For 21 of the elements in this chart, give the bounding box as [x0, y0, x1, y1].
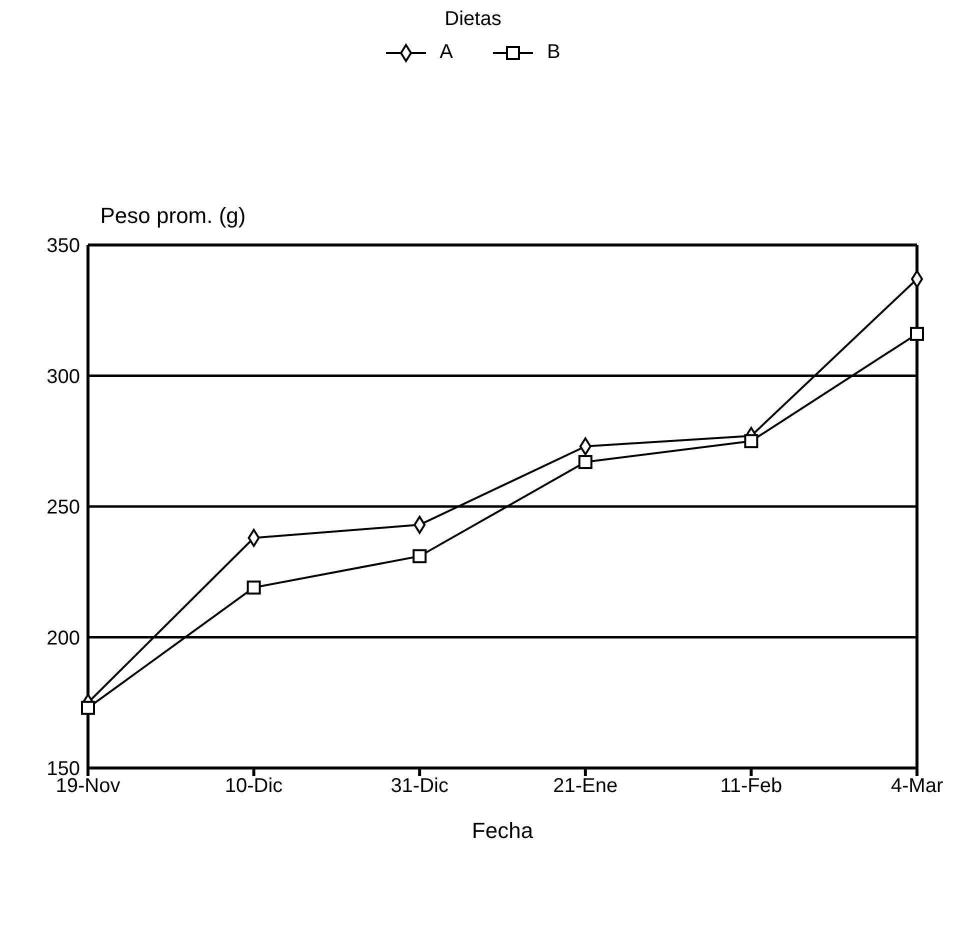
x-tick-label: 19-Nov	[56, 775, 120, 798]
point	[246, 580, 261, 595]
point	[910, 326, 924, 341]
y-tick-label: 350	[46, 235, 80, 258]
x-tick-label: 4-Mar	[890, 775, 944, 798]
legend-title: Dietas	[444, 8, 502, 31]
legend-label: A	[440, 41, 453, 64]
y-tick-label: 300	[46, 366, 80, 388]
x-tick-label: 21-Ene	[553, 775, 618, 798]
x-tick-label: 31-Dic	[390, 775, 448, 798]
y-tick-label: 200	[46, 627, 80, 650]
x-tick-label: 10-Dic	[224, 775, 283, 798]
x-axis-title: Fecha	[472, 818, 534, 843]
y-tick-label: 250	[46, 496, 80, 519]
point	[744, 434, 758, 448]
point	[578, 455, 592, 470]
x-tick-label: 11-Feb	[720, 775, 782, 798]
legend-label: B	[547, 41, 560, 64]
point	[81, 700, 95, 715]
point	[412, 549, 427, 564]
y-axis-title: Peso prom. (g)	[100, 203, 246, 228]
